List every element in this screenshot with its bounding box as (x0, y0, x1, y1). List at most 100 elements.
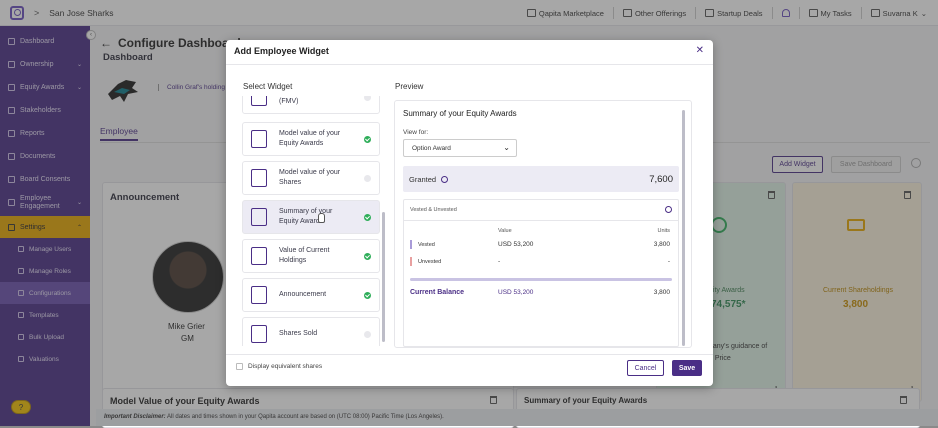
widget-list[interactable]: Fair Market Value (FMV) Model value of y… (240, 96, 388, 346)
equity-note-1: pany's guidance of (709, 343, 768, 350)
vested-swatch (410, 240, 412, 249)
check-circle-icon (364, 213, 371, 221)
nav-startup-deals[interactable]: Startup Deals (702, 9, 765, 18)
save-button[interactable]: Save (672, 360, 702, 376)
widget-item-fmv[interactable]: Fair Market Value (FMV) (242, 96, 380, 114)
hand-money-icon (251, 325, 267, 343)
current-balance-label: Current Balance (410, 289, 465, 296)
chevron-up-icon: ⌃ (76, 224, 82, 231)
preview-scrollbar[interactable] (682, 110, 685, 346)
notifications-button[interactable] (779, 9, 793, 17)
widget-item-model-shares[interactable]: Model value of your Shares (242, 161, 380, 195)
sidebar-sub-configurations[interactable]: Configurations (0, 282, 90, 304)
divider (798, 7, 800, 19)
sidebar-sub-manage-roles[interactable]: Manage Roles (0, 260, 90, 282)
divider (226, 354, 713, 355)
divider (404, 220, 678, 221)
unvested-units: - (667, 258, 670, 265)
collapse-sidebar-button[interactable]: ‹ (86, 30, 96, 40)
view-for-label: View for: (403, 129, 429, 136)
tab-employee[interactable]: Employee (100, 126, 138, 141)
top-bar: > San Jose Sharks Qapita Marketplace Oth… (0, 0, 938, 26)
cancel-button[interactable]: Cancel (627, 360, 664, 376)
info-icon[interactable] (441, 175, 449, 183)
vested-unvested-header: Vested & Unvested (410, 207, 457, 213)
hand-cursor-icon (318, 213, 325, 223)
trash-icon[interactable] (490, 396, 497, 404)
nav-marketplace[interactable]: Qapita Marketplace (524, 9, 607, 18)
sidebar-item-reports[interactable]: Reports (0, 122, 90, 145)
preview-title: Summary of your Equity Awards (403, 109, 517, 118)
unchecked-icon (364, 330, 371, 338)
chart-icon (251, 96, 267, 106)
megaphone-icon (251, 286, 267, 304)
preview-panel: Summary of your Equity Awards View for: … (394, 100, 692, 348)
widget-item-shares-sold[interactable]: Shares Sold (242, 317, 380, 346)
sidebar: Dashboard Ownership ⌄ Equity Awards ⌄ Stak… (0, 26, 90, 426)
sidebar-item-stakeholders[interactable]: Stakeholders (0, 99, 90, 122)
widget-list-scrollbar[interactable] (382, 212, 385, 342)
person-role: GM (181, 334, 194, 343)
sidebar-item-equity-awards[interactable]: Equity Awards ⌄ (0, 76, 90, 99)
sidebar-sub-templates[interactable]: Templates (0, 304, 90, 326)
company-logo (108, 80, 138, 102)
sidebar-item-employee-engagement[interactable]: Employee Engagement ⌄ (0, 191, 90, 214)
trash-icon[interactable] (900, 396, 907, 404)
sidebar-item-board-consents[interactable]: Board Consents (0, 168, 90, 191)
board-consents-icon (8, 176, 15, 183)
disclaimer-text: All dates and times shown in your Qapita… (165, 414, 444, 420)
unchecked-icon (364, 174, 371, 182)
check-circle-icon (364, 252, 371, 260)
vested-units: 3,800 (653, 241, 670, 248)
documents-icon (8, 153, 15, 160)
save-dashboard-button[interactable]: Save Dashboard (831, 156, 901, 173)
sidebar-sub-valuations[interactable]: Valuations (0, 348, 90, 370)
vested-unvested-box: Vested & Unvested Value Units Vested USD… (403, 199, 679, 347)
trash-icon[interactable] (904, 191, 911, 199)
nav-my-tasks[interactable]: My Tasks (806, 9, 855, 18)
coins-icon (847, 219, 865, 231)
page-subtitle: Dashboard (103, 52, 153, 63)
gear-icon (18, 290, 24, 296)
deals-icon (705, 9, 715, 17)
widget-item-model-equity[interactable]: Model value of your Equity Awards (242, 122, 380, 156)
sidebar-sub-manage-users[interactable]: Manage Users (0, 238, 90, 260)
dashboard-icon (8, 38, 15, 45)
widget-item-announcement[interactable]: Announcement (242, 278, 380, 312)
company-name[interactable]: San Jose Sharks (49, 7, 114, 18)
nav-other-offerings[interactable]: Other Offerings (620, 9, 689, 18)
holding-selector[interactable]: Collin Graf's holding (158, 84, 225, 91)
user-menu[interactable]: Suvarna K ⌄ (868, 9, 930, 18)
sidebar-sub-bulk-upload[interactable]: Bulk Upload (0, 326, 90, 348)
marketplace-icon (526, 9, 536, 17)
help-button[interactable]: ? (11, 400, 31, 414)
sidebar-item-dashboard[interactable]: Dashboard (0, 30, 90, 53)
back-arrow-icon[interactable]: ← (100, 36, 112, 50)
qapita-logo[interactable] (10, 5, 24, 20)
refresh-icon[interactable] (911, 158, 921, 168)
unvested-label: Unvested (410, 257, 441, 266)
granted-value: 7,600 (649, 173, 673, 185)
top-nav: Qapita Marketplace Other Offerings Start… (524, 0, 930, 26)
shareholdings-value: 3,800 (843, 299, 869, 310)
widget-item-current-holdings[interactable]: Value of Current Holdings (242, 239, 380, 273)
chevron-right-icon: > (34, 7, 40, 18)
chevron-down-icon: ⌄ (76, 85, 82, 91)
hand-coin-icon (251, 247, 267, 265)
view-for-select[interactable]: Option Award ⌄ (403, 139, 517, 157)
offerings-icon (622, 9, 632, 17)
close-icon[interactable]: ✕ (695, 45, 704, 56)
sidebar-item-documents[interactable]: Documents (0, 145, 90, 168)
reports-icon (8, 130, 15, 137)
granted-row: Granted 7,600 (403, 166, 679, 192)
list-document-icon (251, 208, 267, 226)
divider (771, 7, 773, 19)
info-icon[interactable] (665, 206, 672, 213)
sidebar-item-settings[interactable]: Settings ⌃ (0, 216, 90, 238)
add-widget-button[interactable]: Add Widget (772, 156, 823, 173)
sidebar-item-ownership[interactable]: Ownership ⌄ (0, 53, 90, 76)
widget-item-summary-equity[interactable]: Summary of your Equity Awards (242, 200, 380, 234)
trash-icon[interactable] (768, 191, 775, 199)
preview-label: Preview (395, 82, 424, 91)
display-equivalent-checkbox[interactable]: Display equivalent shares (236, 363, 322, 370)
